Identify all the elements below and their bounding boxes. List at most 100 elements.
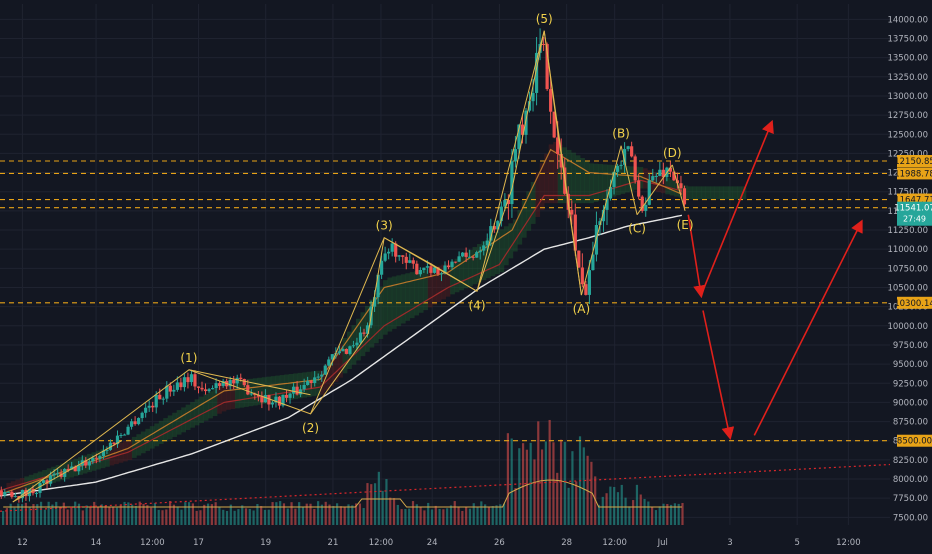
- cloud-segment: [342, 338, 348, 374]
- cloud-segment: [96, 450, 101, 470]
- candle-body: [284, 394, 289, 398]
- candle-body: [218, 383, 222, 386]
- cloud-segment: [728, 186, 733, 200]
- candle-body: [299, 389, 303, 395]
- cloud-segment: [149, 426, 155, 449]
- price-axis-tick: 10500.00: [887, 283, 928, 293]
- candle-body: [34, 492, 39, 494]
- volume-bar: [176, 506, 179, 525]
- time-axis-tick: 12:00: [602, 538, 627, 548]
- volume-bar: [237, 509, 240, 525]
- candle-body: [549, 89, 553, 112]
- volume-bar: [427, 502, 430, 525]
- cloud-segment: [145, 428, 151, 451]
- candle-body: [246, 385, 250, 395]
- volume-bar: [74, 501, 77, 525]
- candle-body: [147, 405, 151, 408]
- candle-body: [112, 442, 116, 445]
- cloud-segment: [176, 410, 182, 435]
- time-axis-tick: 5: [794, 538, 799, 548]
- wave-channel-line: [620, 145, 638, 215]
- cloud-segment: [472, 246, 478, 285]
- volume-bar: [62, 502, 65, 525]
- price-axis-tick: 11250.00: [887, 226, 928, 236]
- price-axis[interactable]: 7500.00 7750.00 8000.00 8250.00 8500.00 8750.…: [887, 15, 932, 523]
- volume-bar: [112, 507, 115, 525]
- cloud-segment: [181, 407, 187, 433]
- cloud-segment: [311, 371, 316, 397]
- cloud-segment: [37, 471, 43, 487]
- candle-body: [577, 250, 581, 268]
- cloud-segment: [692, 186, 697, 200]
- candle-body: [408, 260, 412, 263]
- cloud-segment: [320, 370, 325, 395]
- candle-body: [263, 395, 267, 403]
- volume-bar: [605, 493, 608, 525]
- candle-body: [672, 171, 676, 181]
- cloud-segment: [24, 476, 30, 491]
- cloud-segment: [436, 265, 442, 303]
- cloud-segment: [481, 241, 487, 281]
- volume-bar: [324, 501, 327, 525]
- cloud-segment: [539, 163, 545, 211]
- candle-body: [302, 384, 306, 390]
- volume-bar: [552, 442, 555, 525]
- candle-body: [506, 199, 510, 205]
- cloud-segment: [732, 186, 738, 200]
- cloud-segment: [656, 174, 662, 192]
- candle-body: [464, 252, 468, 257]
- volume-bar: [442, 509, 445, 525]
- time-axis[interactable]: 12 14 12:00 17 19 21 12:00 24 26 28 12:00 Jul 3 5 12:0…: [0, 534, 932, 550]
- volume-bar: [55, 501, 58, 525]
- cloud-segment: [521, 200, 527, 238]
- price-axis-tick: 9250.00: [893, 379, 928, 389]
- candle-body: [168, 385, 172, 392]
- price-axis-tick: 7750.00: [893, 494, 928, 504]
- wave-label: (1): [180, 351, 197, 365]
- cloud-segment: [660, 175, 666, 194]
- volume-bar: [514, 488, 517, 525]
- volume-bar: [449, 505, 453, 525]
- cloud-segment: [28, 474, 34, 490]
- volume-bar: [597, 504, 601, 525]
- cloud-segment: [454, 258, 460, 293]
- volume-bar: [453, 501, 456, 525]
- candle-body: [450, 261, 454, 268]
- volume-bar: [601, 496, 604, 525]
- volume-bar: [358, 503, 361, 525]
- volume-bar: [256, 503, 259, 525]
- cloud-segment: [154, 423, 160, 447]
- cloud-segment: [387, 277, 393, 332]
- time-axis-tick: 12:00: [369, 538, 394, 548]
- candle-body: [91, 457, 95, 462]
- volume-bar: [108, 506, 111, 525]
- cloud-segment: [517, 210, 523, 245]
- candle-body: [179, 382, 183, 388]
- wave-label: (E): [677, 218, 694, 232]
- cloud-segment: [629, 166, 635, 192]
- cloud-segment: [279, 375, 285, 402]
- volume-bar: [218, 507, 221, 525]
- candle-body: [13, 496, 17, 498]
- price-axis-tick: 8750.00: [893, 418, 928, 428]
- cloud-segment: [33, 473, 39, 489]
- candle-body: [66, 468, 70, 470]
- candle-body: [485, 240, 489, 246]
- volume-bar: [499, 504, 502, 525]
- candle-body: [520, 124, 525, 135]
- cloud-segment: [526, 191, 532, 231]
- volume-bar: [385, 479, 388, 525]
- candle-body: [401, 255, 405, 257]
- cloud-segment: [575, 155, 581, 204]
- volume-bar: [89, 506, 92, 525]
- cloud-segment: [118, 442, 124, 463]
- cloud-segment: [589, 163, 594, 204]
- cloud-segment: [329, 357, 334, 387]
- candle-body: [221, 380, 225, 386]
- candle-body: [189, 374, 194, 383]
- cloud-segment: [127, 439, 133, 461]
- time-axis-tick: 12: [17, 538, 28, 548]
- volume-bar: [244, 508, 248, 525]
- cloud-segment: [373, 293, 379, 344]
